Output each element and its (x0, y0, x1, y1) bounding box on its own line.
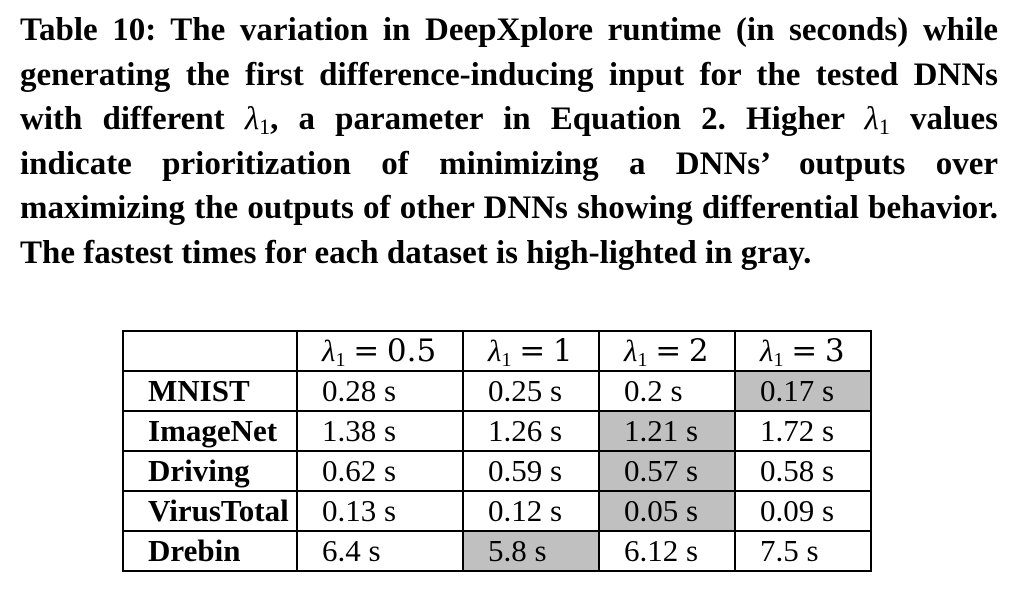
table-cell: 0.12 s (462, 490, 600, 532)
table-cell-highlighted: 0.57 s (598, 450, 736, 492)
column-header: λ1 = 3 (734, 330, 872, 372)
table-row: ImageNet 1.38 s 1.26 s 1.21 s 1.72 s (122, 410, 872, 452)
table-row: VirusTotal 0.13 s 0.12 s 0.05 s 0.09 s (122, 490, 872, 532)
table-cell: 1.72 s (734, 410, 872, 452)
table-cell: 0.58 s (734, 450, 872, 492)
table-cell: 0.28 s (296, 370, 464, 412)
table-cell: 1.26 s (462, 410, 600, 452)
lambda-symbol: λ1 (864, 101, 890, 140)
table-cell: 0.59 s (462, 450, 600, 492)
lambda-symbol: λ1 (244, 101, 271, 140)
table-cell: 0.09 s (734, 490, 872, 532)
table-row: Driving 0.62 s 0.59 s 0.57 s 0.58 s (122, 450, 872, 492)
row-label: MNIST (122, 370, 298, 412)
column-header: λ1 = 0.5 (296, 330, 464, 372)
table-cell: 0.25 s (462, 370, 600, 412)
table-header-row: λ1 = 0.5 λ1 = 1 λ1 = 2 λ1 = 3 (122, 330, 872, 372)
table-cell: 6.12 s (598, 530, 736, 572)
caption-text-a: The variation in DeepXplore runtime (in … (20, 12, 999, 138)
row-label: Driving (122, 450, 298, 492)
row-label: ImageNet (122, 410, 298, 452)
table-cell: 0.2 s (598, 370, 736, 412)
table-row: Drebin 6.4 s 5.8 s 6.12 s 7.5 s (122, 530, 872, 572)
table-cell: 6.4 s (296, 530, 464, 572)
table-row: MNIST 0.28 s 0.25 s 0.2 s 0.17 s (122, 370, 872, 412)
caption-text-b: , a parameter in Equation 2. Higher (270, 101, 845, 138)
table-cell-highlighted: 0.17 s (734, 370, 872, 412)
table-cell: 0.13 s (296, 490, 464, 532)
table-cell: 1.38 s (296, 410, 464, 452)
table-cell-highlighted: 0.05 s (598, 490, 736, 532)
table-cell: 0.62 s (296, 450, 464, 492)
caption-text-c: values indicate prioritization of minimi… (20, 101, 998, 271)
table-cell-highlighted: 1.21 s (598, 410, 736, 452)
table-cell-highlighted: 5.8 s (462, 530, 600, 572)
corner-cell (122, 330, 298, 372)
caption-label: Table 10: (20, 12, 157, 48)
runtime-table: λ1 = 0.5 λ1 = 1 λ1 = 2 λ1 = 3 MNIST 0.28… (122, 330, 872, 572)
column-header: λ1 = 2 (598, 330, 736, 372)
row-label: VirusTotal (122, 490, 298, 532)
row-label: Drebin (122, 530, 298, 572)
column-header: λ1 = 1 (462, 330, 600, 372)
table-cell: 7.5 s (734, 530, 872, 572)
table-caption: Table 10: The variation in DeepXplore ru… (20, 8, 998, 276)
